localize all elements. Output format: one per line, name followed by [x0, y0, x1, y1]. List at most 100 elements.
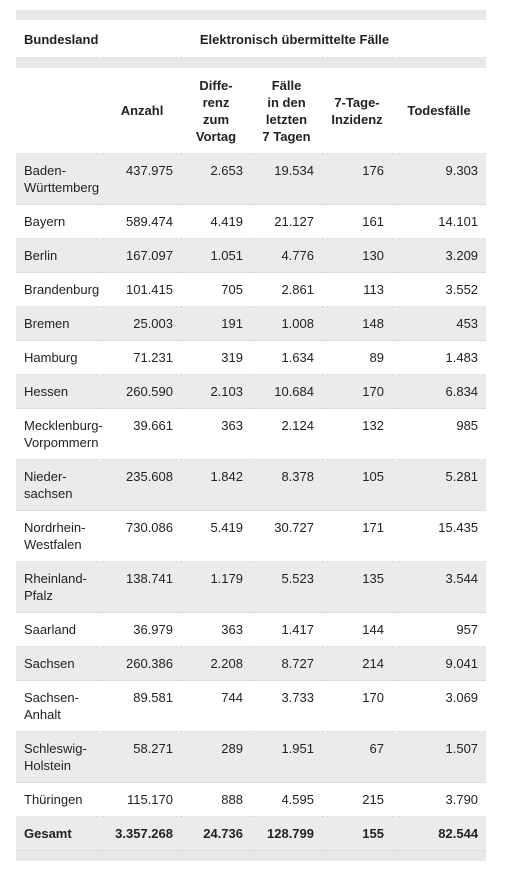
number-cell: 39.661: [103, 408, 181, 460]
table: Bundesland Elektronisch übermittelte Fäl…: [16, 20, 487, 851]
number-cell: 25.003: [103, 306, 181, 341]
number-cell: 170: [322, 374, 392, 409]
number-cell: 1.842: [181, 459, 251, 511]
number-cell: 171: [322, 510, 392, 562]
number-cell: 15.435: [392, 510, 487, 562]
number-cell: 3.790: [392, 782, 487, 817]
number-cell: 705: [181, 272, 251, 307]
state-cell: Sachsen: [16, 646, 103, 681]
top-bar: [16, 10, 486, 20]
number-cell: 9.041: [392, 646, 487, 681]
table-row: Berlin 167.097 1.051 4.776 130 3.209: [16, 238, 487, 273]
table-row: Rheinland- Pfalz 138.741 1.179 5.523 135 3.54…: [16, 561, 487, 613]
number-cell: 144: [322, 612, 392, 647]
number-cell: 2.861: [251, 272, 322, 307]
table-wrap: Bundesland Elektronisch übermittelte Fäl…: [16, 10, 487, 861]
number-cell: 1.483: [392, 340, 487, 375]
number-cell: 3.733: [251, 680, 322, 732]
number-cell: 89: [322, 340, 392, 375]
state-cell: Nordrhein- Westfalen: [16, 510, 103, 562]
table-row: Bayern 589.474 4.419 21.127 161 14.101: [16, 204, 487, 239]
table-row: Saarland 36.979 363 1.417 144 957: [16, 612, 487, 647]
state-cell: Saarland: [16, 612, 103, 647]
table-row: Sachsen 260.386 2.208 8.727 214 9.041: [16, 646, 487, 681]
state-cell: Rheinland- Pfalz: [16, 561, 103, 613]
number-cell: 19.534: [251, 153, 322, 205]
number-cell: 289: [181, 731, 251, 783]
number-cell: 319: [181, 340, 251, 375]
column-header: Fälle in den letzten 7 Tagen: [251, 68, 322, 154]
number-cell: 363: [181, 408, 251, 460]
table-row: Hessen 260.590 2.103 10.684 170 6.834: [16, 374, 487, 409]
number-cell: 3.357.268: [103, 816, 181, 851]
state-cell: Mecklenburg- Vorpommern: [16, 408, 103, 460]
header-cell: Elektronisch übermittelte Fälle: [103, 20, 487, 58]
state-cell: Baden- Württemberg: [16, 153, 103, 205]
number-cell: 148: [322, 306, 392, 341]
number-cell: 5.523: [251, 561, 322, 613]
number-cell: 730.086: [103, 510, 181, 562]
state-cell: Thüringen: [16, 782, 103, 817]
number-cell: 132: [322, 408, 392, 460]
number-cell: 161: [322, 204, 392, 239]
header-cell: Bundesland: [16, 20, 103, 58]
number-cell: 4.595: [251, 782, 322, 817]
number-cell: 888: [181, 782, 251, 817]
state-cell: Gesamt: [16, 816, 103, 851]
number-cell: 191: [181, 306, 251, 341]
table-row: Sachsen- Anhalt 89.581 744 3.733 170 3.069: [16, 680, 487, 732]
state-cell: Sachsen- Anhalt: [16, 680, 103, 732]
number-cell: 128.799: [251, 816, 322, 851]
number-cell: 21.127: [251, 204, 322, 239]
number-cell: 2.653: [181, 153, 251, 205]
number-cell: 9.303: [392, 153, 487, 205]
number-cell: 260.590: [103, 374, 181, 409]
column-header: 7-Tage- Inzidenz: [322, 68, 392, 154]
number-cell: 138.741: [103, 561, 181, 613]
number-cell: 4.776: [251, 238, 322, 273]
number-cell: 3.544: [392, 561, 487, 613]
number-cell: 1.951: [251, 731, 322, 783]
table-row: Thüringen 115.170 888 4.595 215 3.790: [16, 782, 487, 817]
number-cell: 1.051: [181, 238, 251, 273]
number-cell: 8.727: [251, 646, 322, 681]
table-row: Mecklenburg- Vorpommern 39.661 363 2.124 132…: [16, 408, 487, 460]
number-cell: 1.008: [251, 306, 322, 341]
number-cell: 214: [322, 646, 392, 681]
state-cell: Hessen: [16, 374, 103, 409]
number-cell: 82.544: [392, 816, 487, 851]
column-header: Anzahl: [103, 68, 181, 154]
number-cell: 5.281: [392, 459, 487, 511]
state-cell: Berlin: [16, 238, 103, 273]
column-header: [16, 68, 103, 154]
state-cell: Nieder- sachsen: [16, 459, 103, 511]
number-cell: 260.386: [103, 646, 181, 681]
number-cell: 71.231: [103, 340, 181, 375]
number-cell: 8.378: [251, 459, 322, 511]
number-cell: 1.634: [251, 340, 322, 375]
header-row: Anzahl Diffe- renz zum Vortag Fälle in den…: [16, 68, 487, 154]
number-cell: 24.736: [181, 816, 251, 851]
number-cell: 30.727: [251, 510, 322, 562]
number-cell: 36.979: [103, 612, 181, 647]
number-cell: 235.608: [103, 459, 181, 511]
number-cell: 113: [322, 272, 392, 307]
table-row: Baden- Württemberg 437.975 2.653 19.534 176 9…: [16, 153, 487, 205]
table-row: Nieder- sachsen 235.608 1.842 8.378 105 5.281: [16, 459, 487, 511]
number-cell: 363: [181, 612, 251, 647]
number-cell: 4.419: [181, 204, 251, 239]
separator: [16, 57, 487, 68]
table-row: Gesamt 3.357.268 24.736 128.799 155 82.544: [16, 816, 487, 851]
state-cell: Bremen: [16, 306, 103, 341]
number-cell: 3.069: [392, 680, 487, 732]
number-cell: 453: [392, 306, 487, 341]
number-cell: 957: [392, 612, 487, 647]
column-header: Todesfälle: [392, 68, 487, 154]
table-row: Brandenburg 101.415 705 2.861 113 3.552: [16, 272, 487, 307]
number-cell: 1.417: [251, 612, 322, 647]
state-cell: Bayern: [16, 204, 103, 239]
number-cell: 176: [322, 153, 392, 205]
number-cell: 14.101: [392, 204, 487, 239]
number-cell: 67: [322, 731, 392, 783]
